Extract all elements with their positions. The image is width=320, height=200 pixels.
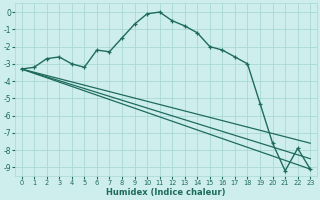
- X-axis label: Humidex (Indice chaleur): Humidex (Indice chaleur): [106, 188, 226, 197]
